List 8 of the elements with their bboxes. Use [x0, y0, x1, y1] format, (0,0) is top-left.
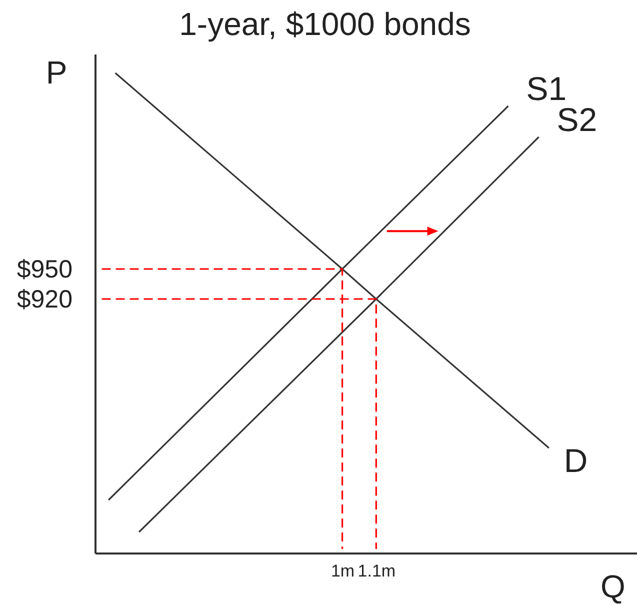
- x-tick-label: 1.1m: [358, 562, 396, 580]
- y-tick-label: $950: [16, 256, 72, 284]
- y-tick-label: $920: [16, 286, 72, 314]
- y-axis-title: P: [46, 54, 68, 90]
- series-label: D: [564, 442, 588, 479]
- x-axis-title: Q: [600, 568, 626, 604]
- chart-title: 1-year, $1000 bonds: [179, 6, 471, 42]
- x-tick-label: 1m: [330, 562, 355, 580]
